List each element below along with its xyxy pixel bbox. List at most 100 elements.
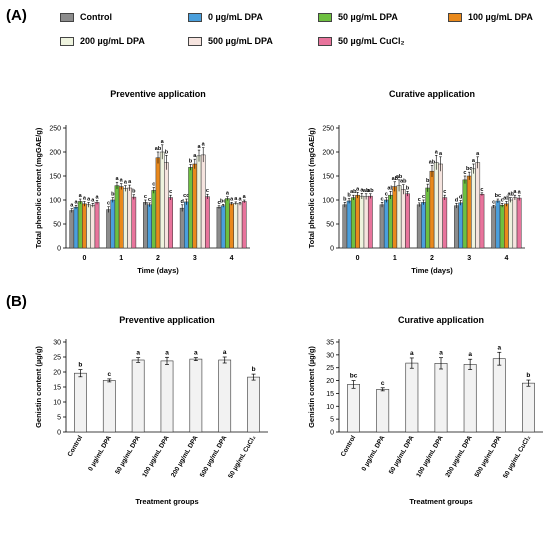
legend-item: 50 µg/mL CuCl₂ bbox=[318, 36, 405, 46]
significance-letter: ab bbox=[350, 189, 357, 195]
y-axis-label: Total phenolic content (mgGAE/g) bbox=[307, 127, 316, 248]
significance-letter: a bbox=[161, 139, 165, 145]
y-tick-label: 5 bbox=[330, 417, 334, 424]
significance-letter: b bbox=[78, 362, 82, 369]
y-tick-label: 50 bbox=[326, 222, 334, 229]
y-tick-label: 25 bbox=[326, 365, 334, 372]
legend-label: 50 µg/mL DPA bbox=[338, 12, 398, 22]
bar bbox=[522, 382, 535, 433]
significance-letter: c bbox=[385, 192, 388, 198]
significance-letter: a bbox=[468, 351, 472, 358]
y-tick-label: 0 bbox=[57, 246, 61, 253]
y-tick-label: 0 bbox=[57, 430, 61, 437]
significance-letter: ab bbox=[507, 192, 514, 198]
x-tick-label: 50 µg/mL CuCl₂ bbox=[502, 434, 532, 479]
legend-label: 100 µg/mL DPA bbox=[468, 12, 533, 22]
y-tick-label: 15 bbox=[326, 391, 334, 398]
bar bbox=[434, 363, 448, 433]
significance-letter: a bbox=[70, 203, 74, 209]
significance-letter: a bbox=[120, 178, 124, 184]
significance-letter: bc bbox=[220, 198, 226, 204]
legend-swatch bbox=[60, 12, 74, 22]
significance-letter: c bbox=[422, 194, 425, 200]
significance-letter: a bbox=[197, 144, 201, 150]
x-tick-label: 50 µg/mL DPA bbox=[388, 434, 416, 475]
significance-letter: a bbox=[472, 158, 476, 164]
significance-letter: b bbox=[252, 366, 256, 373]
legend-label: 50 µg/mL CuCl₂ bbox=[338, 36, 405, 46]
legend-item: 50 µg/mL DPA bbox=[318, 12, 398, 22]
legend-label: 0 µg/mL DPA bbox=[208, 12, 263, 22]
significance-letter: b bbox=[526, 372, 530, 379]
significance-letter: b bbox=[426, 178, 430, 184]
significance-letter: a bbox=[115, 176, 119, 182]
x-tick-label: 1 bbox=[393, 255, 397, 262]
legend-swatch bbox=[188, 12, 202, 22]
significance-letter: ab bbox=[396, 174, 403, 180]
y-tick-label: 200 bbox=[49, 150, 61, 157]
x-tick-label: 200 µg/mL DPA bbox=[444, 434, 474, 478]
significance-letter: a bbox=[410, 350, 414, 357]
significance-letter: a bbox=[194, 350, 198, 357]
bar bbox=[376, 389, 390, 433]
significance-letter: b bbox=[111, 192, 115, 198]
legend-swatch bbox=[188, 36, 202, 46]
significance-letter: c bbox=[480, 187, 483, 193]
significance-letter: bc bbox=[466, 166, 472, 172]
significance-letter: c bbox=[501, 197, 504, 203]
significance-letter: bc bbox=[350, 373, 358, 380]
significance-letter: c bbox=[418, 197, 421, 203]
significance-letter: ab bbox=[367, 188, 374, 194]
significance-letter: ab bbox=[387, 185, 394, 191]
legend-item: 100 µg/mL DPA bbox=[448, 12, 533, 22]
y-tick-label: 20 bbox=[53, 370, 61, 377]
significance-letter: d bbox=[455, 197, 458, 203]
significance-letter: c bbox=[381, 196, 384, 202]
significance-letter: a bbox=[243, 194, 247, 200]
significance-letter: a bbox=[518, 190, 522, 196]
y-tick-label: 15 bbox=[53, 385, 61, 392]
significance-letter: b bbox=[132, 189, 136, 195]
significance-letter: a bbox=[83, 195, 87, 201]
significance-letter: d bbox=[180, 199, 183, 205]
y-tick-label: 10 bbox=[53, 400, 61, 407]
y-tick-label: 200 bbox=[322, 150, 334, 157]
significance-letter: ab bbox=[392, 176, 399, 182]
significance-letter: a bbox=[165, 349, 169, 356]
significance-letter: b bbox=[189, 158, 193, 164]
legend-swatch bbox=[448, 12, 462, 22]
x-tick-label: 2 bbox=[156, 255, 160, 262]
legend-item: Control bbox=[60, 12, 112, 22]
significance-letter: bc bbox=[495, 193, 501, 199]
significance-letter: c bbox=[152, 182, 155, 188]
legend-item: 0 µg/mL DPA bbox=[188, 12, 263, 22]
significance-letter: a bbox=[439, 151, 443, 157]
significance-letter: c bbox=[381, 380, 385, 387]
bar bbox=[463, 364, 477, 433]
chart-title: Preventive application bbox=[110, 89, 206, 99]
legend-label: 500 µg/mL DPA bbox=[208, 36, 273, 46]
y-tick-label: 250 bbox=[322, 126, 334, 133]
x-tick-label: 1 bbox=[119, 255, 123, 262]
y-tick-label: 5 bbox=[57, 415, 61, 422]
legend-label: 200 µg/mL DPA bbox=[80, 36, 145, 46]
y-tick-label: 25 bbox=[53, 355, 61, 362]
legend-swatch bbox=[318, 36, 332, 46]
significance-letter: ab bbox=[503, 195, 510, 201]
y-tick-label: 150 bbox=[322, 174, 334, 181]
y-axis-label: Genistin content (µg/g) bbox=[307, 346, 316, 428]
significance-letter: c bbox=[107, 371, 111, 378]
significance-letter: d bbox=[459, 194, 462, 200]
legend-item: 500 µg/mL DPA bbox=[188, 36, 273, 46]
significance-letter: ab bbox=[400, 179, 407, 185]
x-tick-label: Control bbox=[340, 434, 358, 458]
legend-swatch bbox=[318, 12, 332, 22]
significance-letter: c bbox=[144, 194, 147, 200]
x-tick-label: 4 bbox=[230, 255, 234, 262]
significance-letter: a bbox=[202, 142, 206, 148]
chart-title: Curative application bbox=[389, 89, 475, 99]
bar bbox=[405, 362, 419, 433]
x-axis-label: Time (days) bbox=[137, 266, 179, 275]
